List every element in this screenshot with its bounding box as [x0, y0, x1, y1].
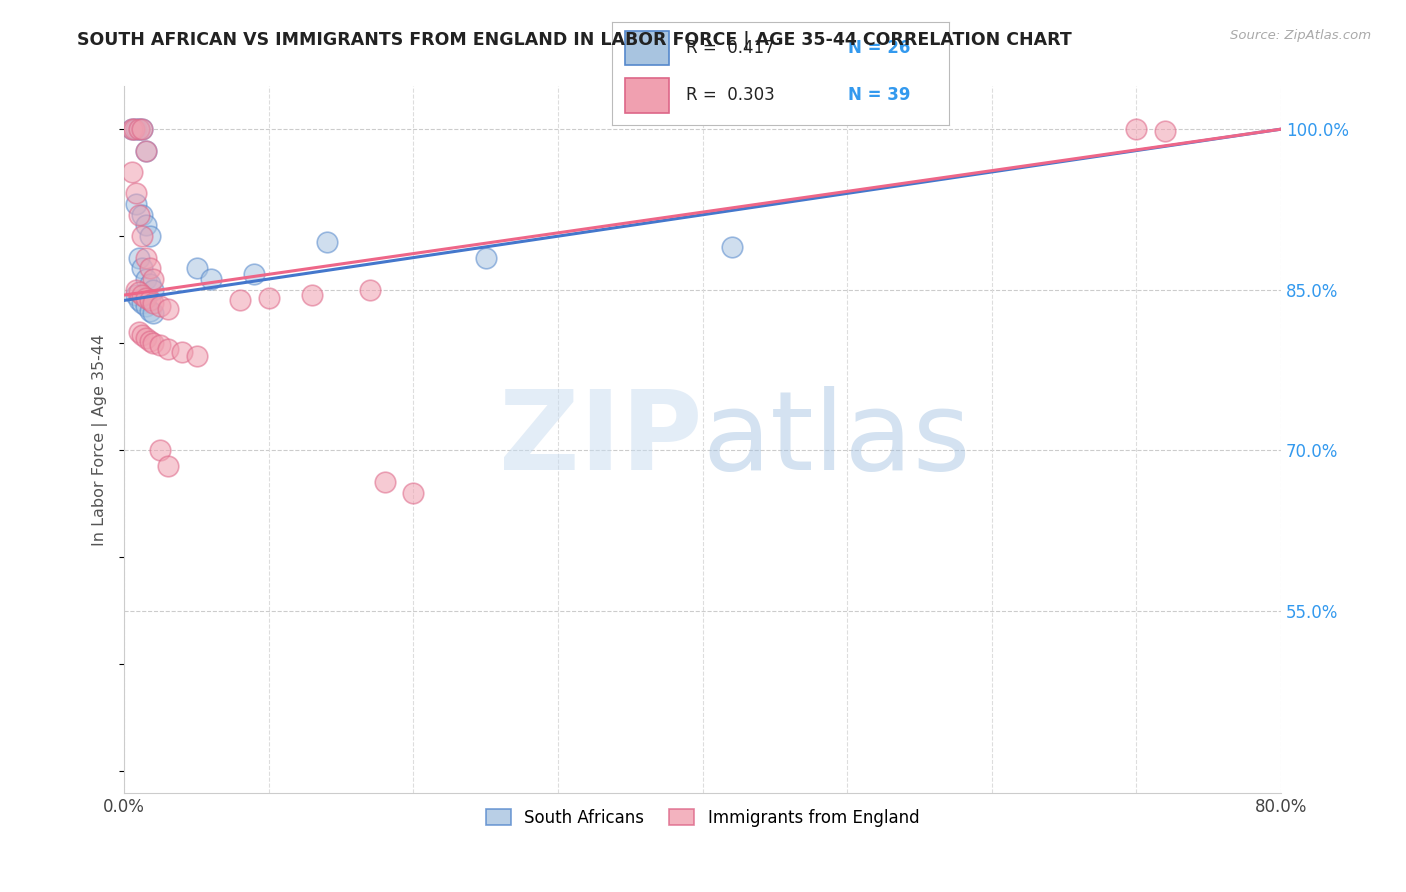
Y-axis label: In Labor Force | Age 35-44: In Labor Force | Age 35-44	[93, 334, 108, 546]
Point	[125, 197, 148, 211]
Point	[135, 144, 157, 158]
Text: N = 26: N = 26	[848, 39, 910, 57]
Point	[186, 261, 208, 276]
Point	[139, 261, 162, 276]
Point	[125, 283, 148, 297]
Point	[131, 208, 153, 222]
Point	[135, 299, 157, 313]
Point	[135, 331, 157, 345]
Text: Source: ZipAtlas.com: Source: ZipAtlas.com	[1230, 29, 1371, 42]
Point	[142, 283, 165, 297]
Text: ZIP: ZIP	[499, 386, 703, 493]
Point	[139, 304, 162, 318]
Point	[156, 301, 179, 316]
Point	[121, 165, 143, 179]
Point	[131, 122, 153, 136]
Point	[142, 306, 165, 320]
Text: R =  0.417: R = 0.417	[686, 39, 775, 57]
Point	[131, 122, 153, 136]
Point	[131, 288, 153, 302]
Point	[139, 293, 162, 308]
Point	[1154, 124, 1177, 138]
Bar	[626, 78, 669, 112]
Point	[125, 186, 148, 201]
Point	[125, 122, 148, 136]
Point	[149, 338, 172, 352]
Point	[139, 229, 162, 244]
Point	[156, 342, 179, 356]
Point	[315, 235, 337, 249]
Point	[139, 277, 162, 292]
Point	[135, 219, 157, 233]
Point	[142, 272, 165, 286]
Point	[359, 283, 381, 297]
Point	[149, 299, 172, 313]
Point	[243, 267, 266, 281]
Point	[172, 344, 194, 359]
Text: R =  0.303: R = 0.303	[686, 87, 775, 104]
Point	[131, 327, 153, 342]
Point	[128, 293, 150, 308]
Point	[156, 459, 179, 474]
Point	[142, 295, 165, 310]
Point	[128, 251, 150, 265]
Bar	[626, 30, 669, 65]
Point	[124, 122, 146, 136]
Point	[474, 251, 496, 265]
Text: N = 39: N = 39	[848, 87, 910, 104]
Point	[135, 291, 157, 305]
Point	[186, 349, 208, 363]
Point	[1125, 122, 1147, 136]
Point	[121, 122, 143, 136]
Point	[131, 295, 153, 310]
Point	[131, 229, 153, 244]
Point	[135, 251, 157, 265]
Point	[374, 475, 396, 490]
Point	[128, 326, 150, 340]
Point	[135, 272, 157, 286]
Point	[142, 336, 165, 351]
Point	[128, 285, 150, 299]
Point	[301, 288, 323, 302]
Point	[402, 486, 425, 500]
Point	[149, 443, 172, 458]
Point	[128, 208, 150, 222]
Text: atlas: atlas	[703, 386, 972, 493]
Point	[128, 122, 150, 136]
Point	[125, 288, 148, 302]
Text: SOUTH AFRICAN VS IMMIGRANTS FROM ENGLAND IN LABOR FORCE | AGE 35-44 CORRELATION : SOUTH AFRICAN VS IMMIGRANTS FROM ENGLAND…	[77, 31, 1073, 49]
Point	[200, 272, 222, 286]
Legend: South Africans, Immigrants from England: South Africans, Immigrants from England	[479, 803, 927, 834]
Point	[131, 261, 153, 276]
Point	[128, 122, 150, 136]
Point	[139, 334, 162, 348]
Point	[229, 293, 252, 308]
Point	[720, 240, 742, 254]
Point	[257, 291, 280, 305]
Point	[135, 144, 157, 158]
Point	[121, 122, 143, 136]
